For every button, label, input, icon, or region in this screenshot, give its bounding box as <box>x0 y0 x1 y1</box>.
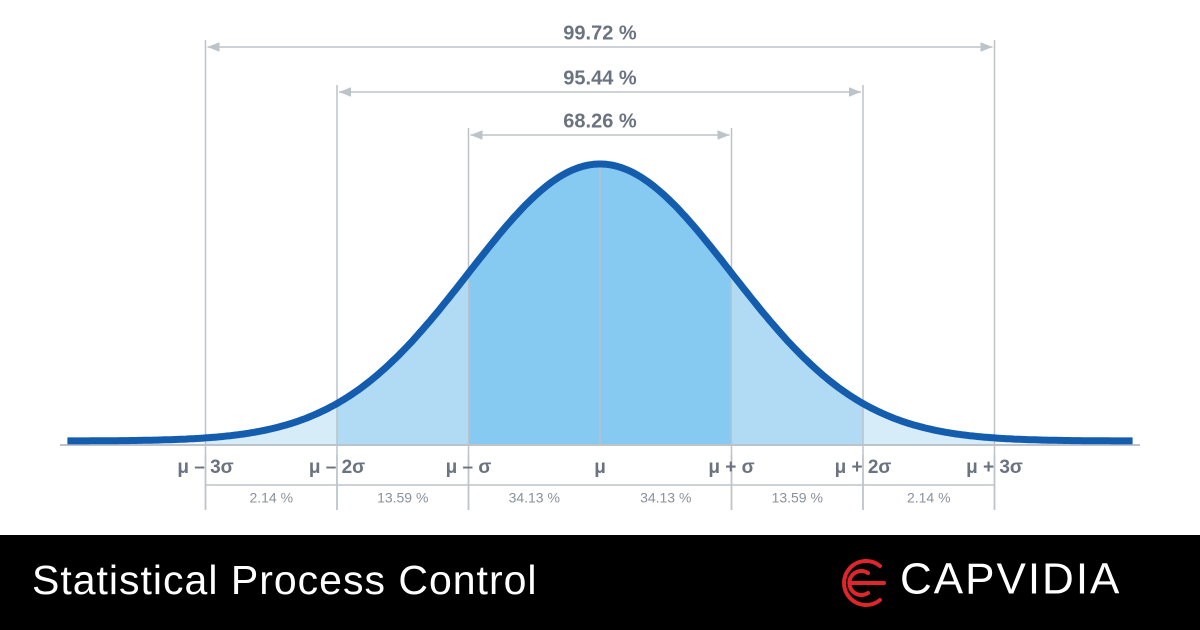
segment-label: 13.59 % <box>772 490 823 506</box>
curve-region <box>468 164 600 445</box>
curve-region <box>863 403 995 445</box>
segment-label: 2.14 % <box>249 490 293 506</box>
sigma-label: μ – 3σ <box>177 457 233 478</box>
sigma-label: μ – σ <box>446 457 492 478</box>
sigma-label: μ + 3σ <box>966 457 1023 478</box>
segment-label: 34.13 % <box>509 490 560 506</box>
sigma-label: μ – 2σ <box>309 457 365 478</box>
sigma-label: μ + 2σ <box>835 457 892 478</box>
span-label: 95.44 % <box>563 67 637 89</box>
curve-region <box>205 403 337 445</box>
sigma-label: μ + σ <box>708 457 754 478</box>
brand-name: CAPVIDIA <box>900 555 1121 604</box>
span-label: 99.72 % <box>563 22 637 44</box>
footer-band <box>0 535 1200 630</box>
normal-curve <box>66 160 1134 445</box>
segment-label: 2.14 % <box>907 490 951 506</box>
curve-region <box>600 164 732 445</box>
segment-label: 13.59 % <box>377 490 428 506</box>
brand-logo <box>842 559 886 607</box>
guides <box>204 40 996 510</box>
span-label: 68.26 % <box>563 110 637 132</box>
segment-label: 34.13 % <box>640 490 691 506</box>
footer-title: Statistical Process Control <box>32 557 538 603</box>
sigma-label: μ <box>594 457 606 478</box>
labels: μ – 3σ μ – 2σ μ – σ μ μ + σ μ + 2σ μ + 3σ 99.72… <box>177 22 1023 505</box>
